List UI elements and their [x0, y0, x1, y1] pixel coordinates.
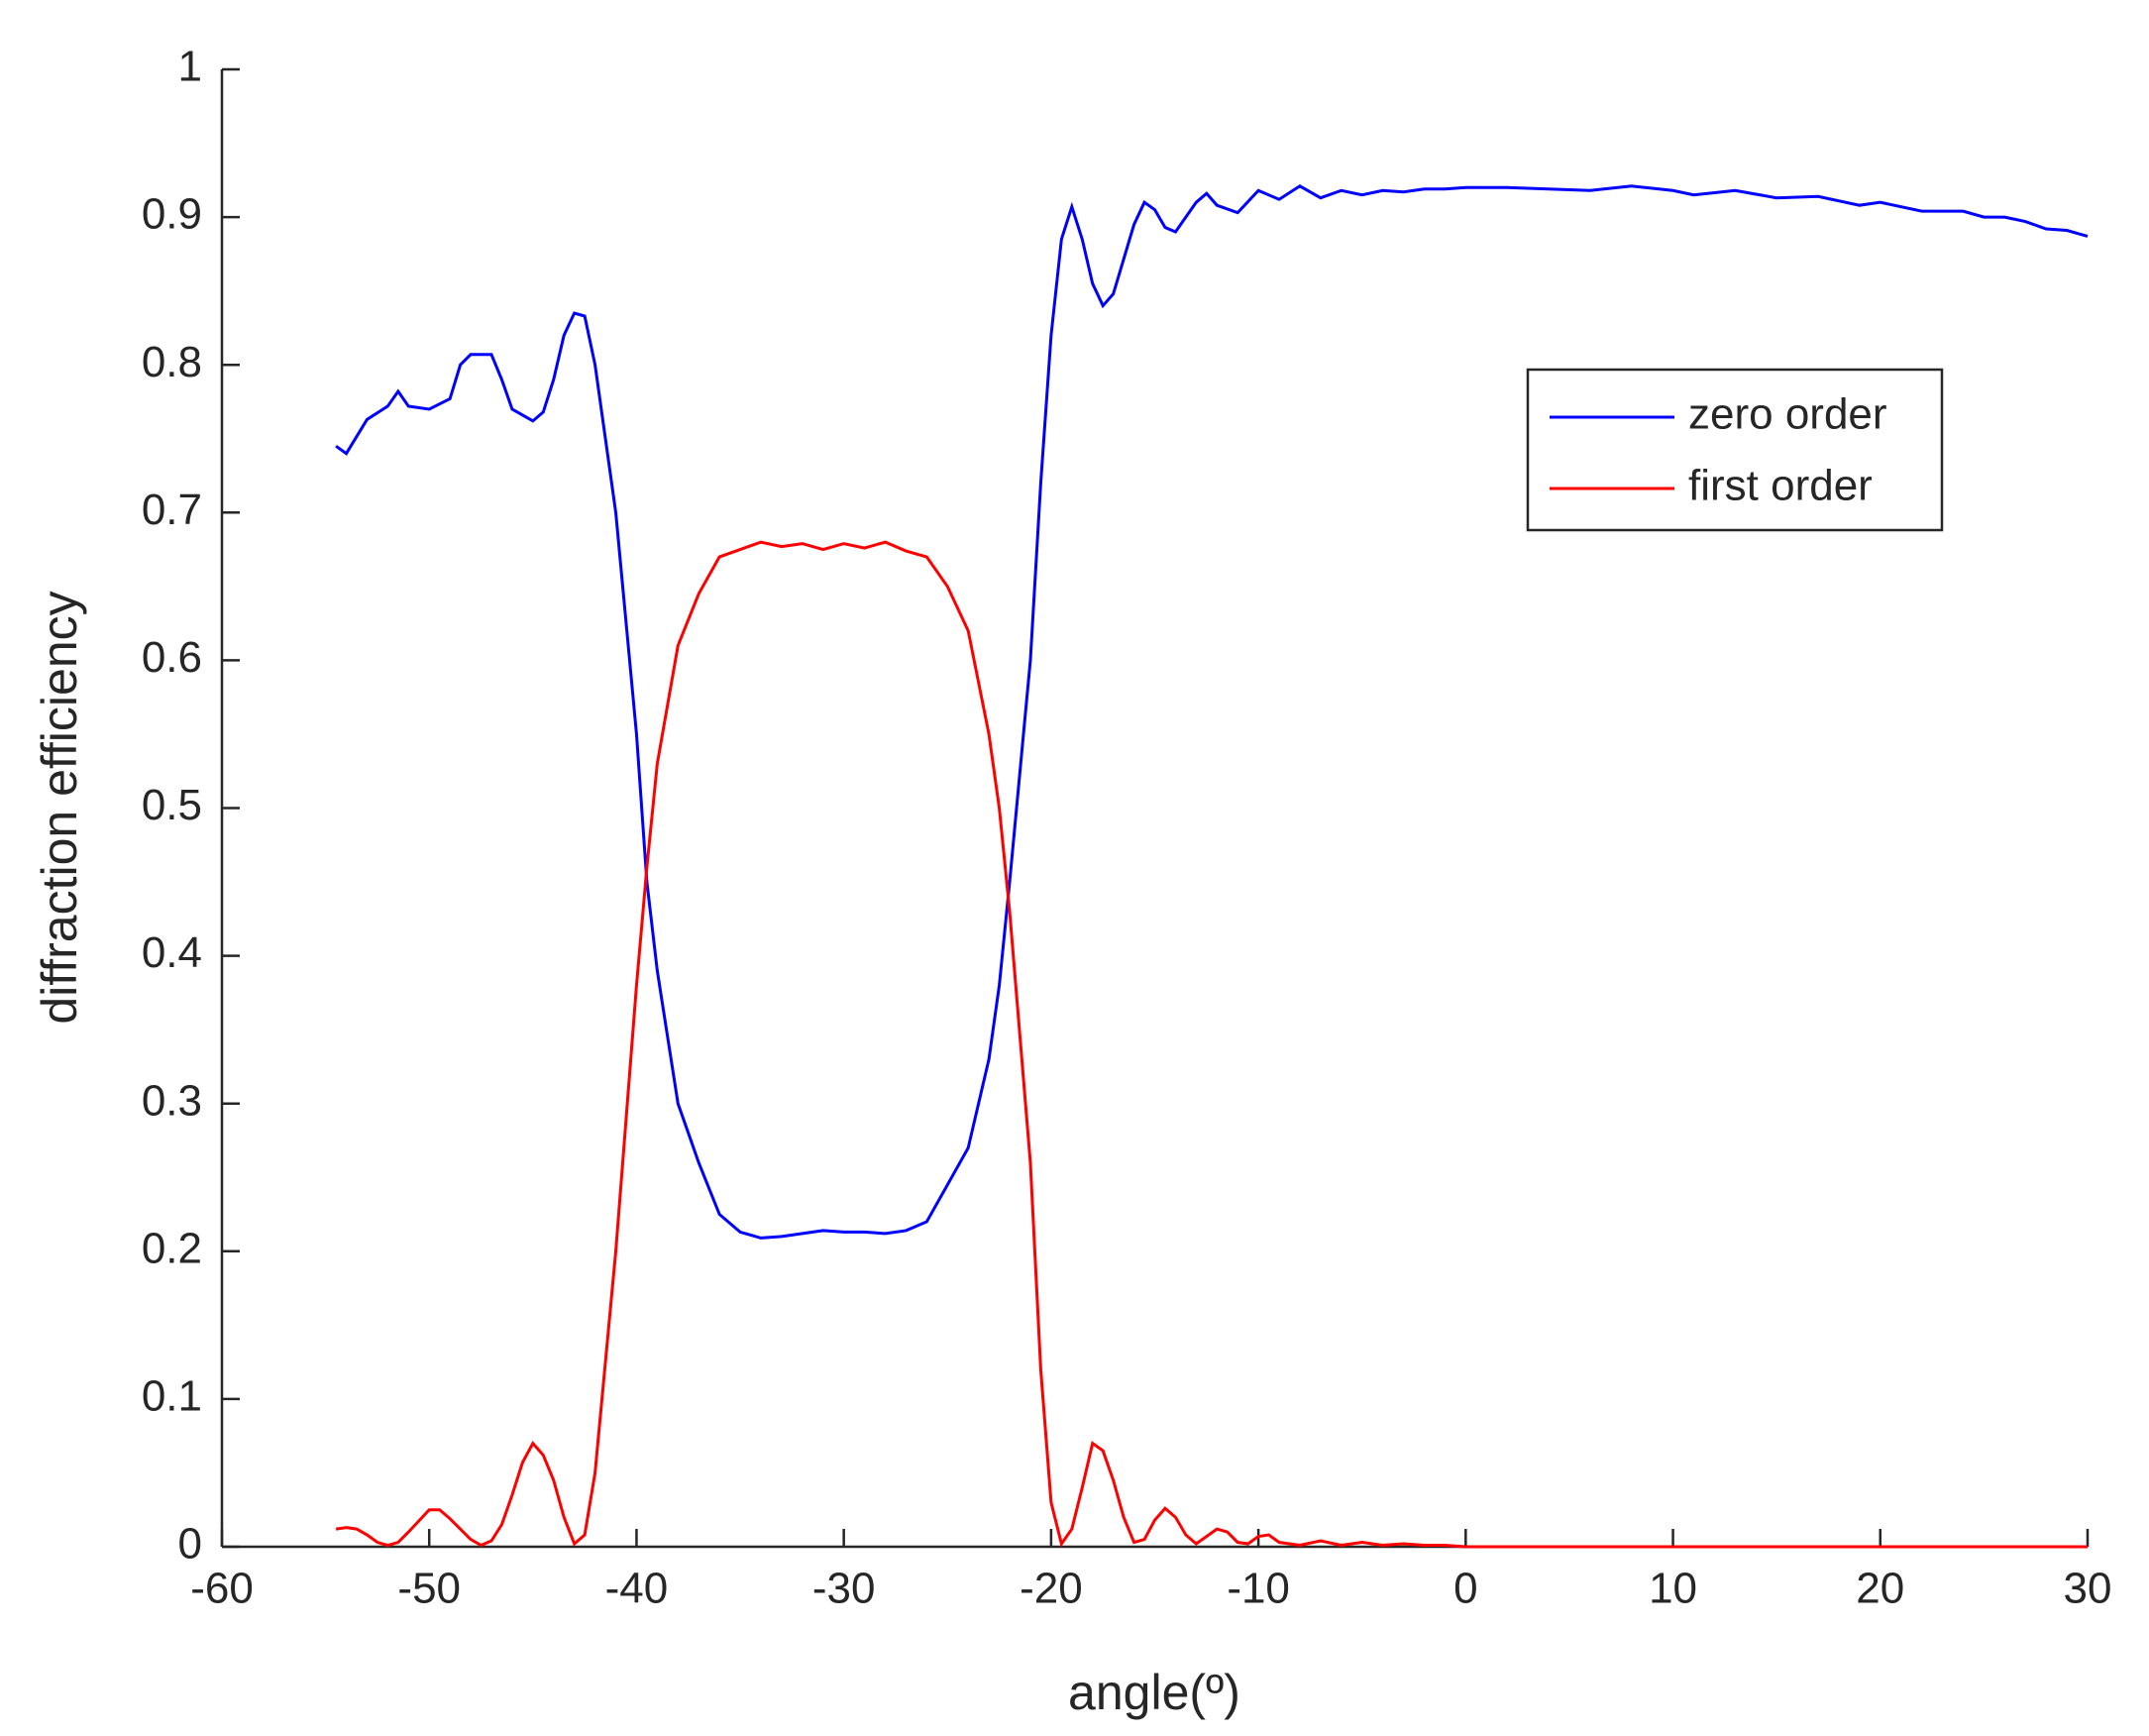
y-tick-label: 1	[178, 43, 202, 91]
y-tick-label: 0.2	[142, 1224, 202, 1272]
x-tick-label: -20	[1020, 1565, 1083, 1613]
x-tick-label: 10	[1649, 1565, 1697, 1613]
y-tick-label: 0.6	[142, 633, 202, 682]
legend-label: first order	[1688, 462, 1873, 510]
x-tick-label: 30	[2064, 1565, 2112, 1613]
y-tick-label: 0.7	[142, 486, 202, 534]
y-tick-label: 0.1	[142, 1372, 202, 1421]
x-tick-label: -40	[605, 1565, 669, 1613]
y-tick-label: 0.3	[142, 1076, 202, 1125]
x-axis-label: angle(º)	[1068, 1665, 1240, 1720]
y-tick-label: 0.5	[142, 781, 202, 829]
y-tick-label: 0.9	[142, 190, 202, 239]
data-line	[335, 540, 2088, 1549]
x-tick-label: -10	[1227, 1565, 1290, 1613]
x-tick-label: -60	[190, 1565, 254, 1613]
x-tick-label: -30	[812, 1565, 876, 1613]
legend-label: zero order	[1688, 390, 1887, 439]
x-tick-label: 0	[1453, 1565, 1477, 1613]
data-line	[335, 184, 2089, 1240]
y-tick-label: 0.8	[142, 338, 202, 386]
legend-box	[1526, 368, 1944, 532]
y-tick-label: 0	[178, 1520, 202, 1569]
x-tick-label: 20	[1856, 1565, 1904, 1613]
x-tick-label: -50	[397, 1565, 461, 1613]
y-tick-label: 0.4	[142, 928, 202, 977]
y-axis-label: diffraction efficiency	[32, 591, 87, 1024]
